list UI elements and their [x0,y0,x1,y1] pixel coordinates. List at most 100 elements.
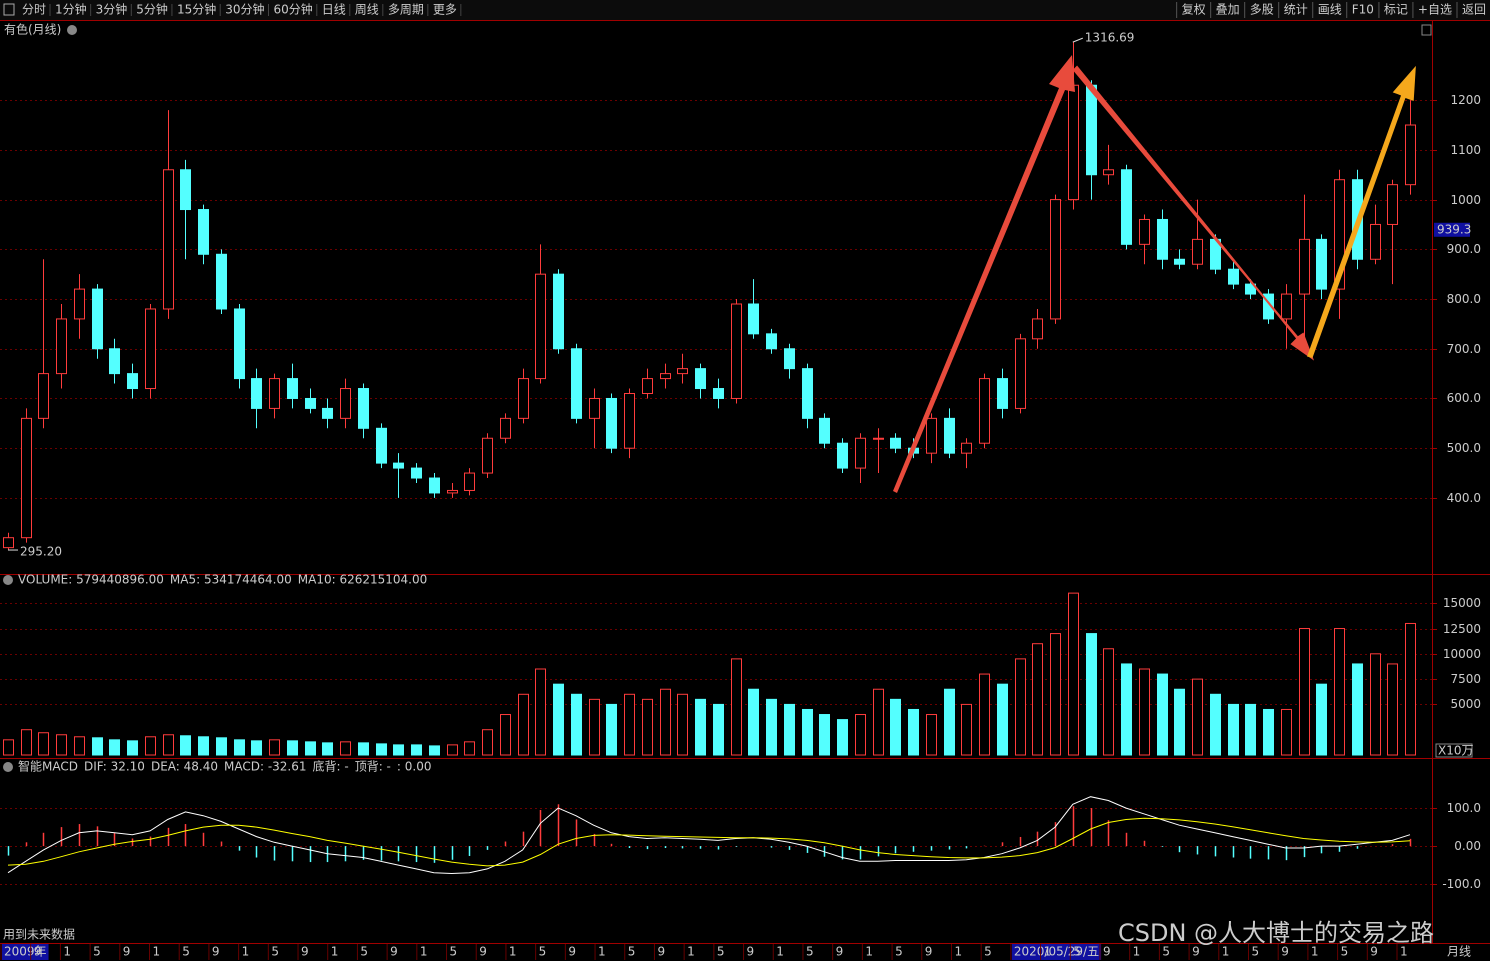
x-tick-label: 5 [628,945,636,959]
dea-line [7,817,1411,867]
x-tick-label: 9 [657,945,665,959]
candle-body [74,288,85,320]
candle-body [464,472,475,491]
dif-line [7,796,1411,875]
y-tick-label: 5000 [1450,697,1481,711]
dropdown-icon[interactable] [3,762,13,772]
toolbar-item[interactable]: 15分钟 [177,2,216,17]
volume-bar [837,719,848,756]
volume-bar [766,698,777,756]
dropdown-icon[interactable] [67,25,77,35]
candle-body [571,348,582,419]
volume-bar [145,736,156,756]
candle-body [855,437,866,469]
volume-bar [1263,708,1274,756]
legend-item: MA10: 626215104.00 [298,573,428,587]
toolbar-item[interactable]: 30分钟 [225,2,264,17]
candle-body [642,378,653,395]
volume-bar [287,740,298,756]
window-icon[interactable] [1421,24,1432,36]
x-tick-label: 1 [1044,945,1052,959]
dropdown-icon[interactable] [3,575,13,585]
toolbar-item[interactable]: 画线 [1318,3,1342,17]
toolbar-item[interactable]: F10 [1352,3,1374,17]
menu-icon[interactable] [3,3,15,16]
arrow-up-2 [1307,65,1416,358]
toolbar-item[interactable]: 5分钟 [136,2,168,17]
volume-bar [571,693,582,756]
candle-body [1263,293,1274,320]
x-tick-label: 9 [1281,945,1289,959]
x-tick-label: 9 [123,945,131,959]
candle-body [216,253,227,310]
volume-bar [358,742,369,756]
volume-bar [1068,592,1079,756]
toolbar-item[interactable]: 1分钟 [55,2,87,17]
y-tick-label: 500.0 [1447,441,1481,455]
volume-bar [56,734,67,756]
x-tick-label: 1 [242,945,250,959]
candle-body [127,373,138,390]
toolbar-item[interactable]: 复权 [1182,3,1206,17]
toolbar-item[interactable]: 3分钟 [96,2,128,17]
candle-body [1032,318,1043,340]
x-tick-label: 9 [34,945,42,959]
y-tick-label: 400.0 [1447,491,1481,505]
volume-bar [1121,663,1132,756]
volume-bar [109,739,120,756]
volume-bar [553,683,564,756]
legend-item: DIF: 32.10 [84,760,145,774]
candle-body [393,462,404,469]
toolbar-item[interactable]: 60分钟 [274,2,313,17]
x-tick-label: 9 [568,945,576,959]
y-tick-label: 12500 [1443,622,1481,636]
toolbar-item[interactable]: 多股 [1250,3,1274,17]
candle-body [553,273,564,350]
toolbar-item[interactable]: 日线 [322,3,346,17]
x-tick-label: 5 [806,945,814,959]
volume-bar [482,729,493,756]
candle-body [482,437,493,474]
toolbar-item[interactable]: 叠加 [1216,3,1240,17]
x-tick-label: 5 [539,945,547,959]
volume-bar [660,688,671,756]
x-tick-label: 1 [1222,945,1230,959]
toolbar-item[interactable]: 统计 [1284,3,1308,17]
candle-body [180,169,191,211]
candle-body [713,388,724,399]
candle-body [305,397,316,409]
volume-bar [855,714,866,756]
toolbar-item[interactable]: 标记 [1384,3,1408,17]
volume-bar [873,688,884,756]
volume-bar [518,693,529,756]
toolbar-item[interactable]: 返回 [1462,3,1486,17]
volume-bar [74,736,85,756]
toolbar-item[interactable]: 分时 [22,3,46,17]
y-tick-label: 7500 [1450,672,1481,686]
candle-body [3,537,14,549]
candle-body [1015,338,1026,409]
volume-bar [1387,663,1398,756]
toolbar-item[interactable]: 更多 [433,3,457,17]
candle-body [606,397,617,449]
candle-body [500,417,511,439]
candle-body [997,378,1008,409]
toolbar-item[interactable]: 周线 [355,3,379,17]
candle-body [429,477,440,494]
x-tick-label: 9 [1192,945,1200,959]
volume-bar [1405,622,1416,756]
volume-bar [1015,658,1026,756]
candle-body [819,417,830,444]
volume-bar [1228,703,1239,756]
current-price-label: 939.3 [1437,222,1471,236]
toolbar-item[interactable]: +自选 [1418,3,1452,17]
toolbar-item[interactable]: 多周期 [388,3,424,17]
volume-bar [1032,643,1043,756]
candle-body [269,378,280,409]
candle-body [1103,169,1114,176]
volume-bar [38,732,49,756]
legend-item: : 0.00 [397,760,432,774]
candle-body [589,397,600,419]
candle-body [837,442,848,469]
